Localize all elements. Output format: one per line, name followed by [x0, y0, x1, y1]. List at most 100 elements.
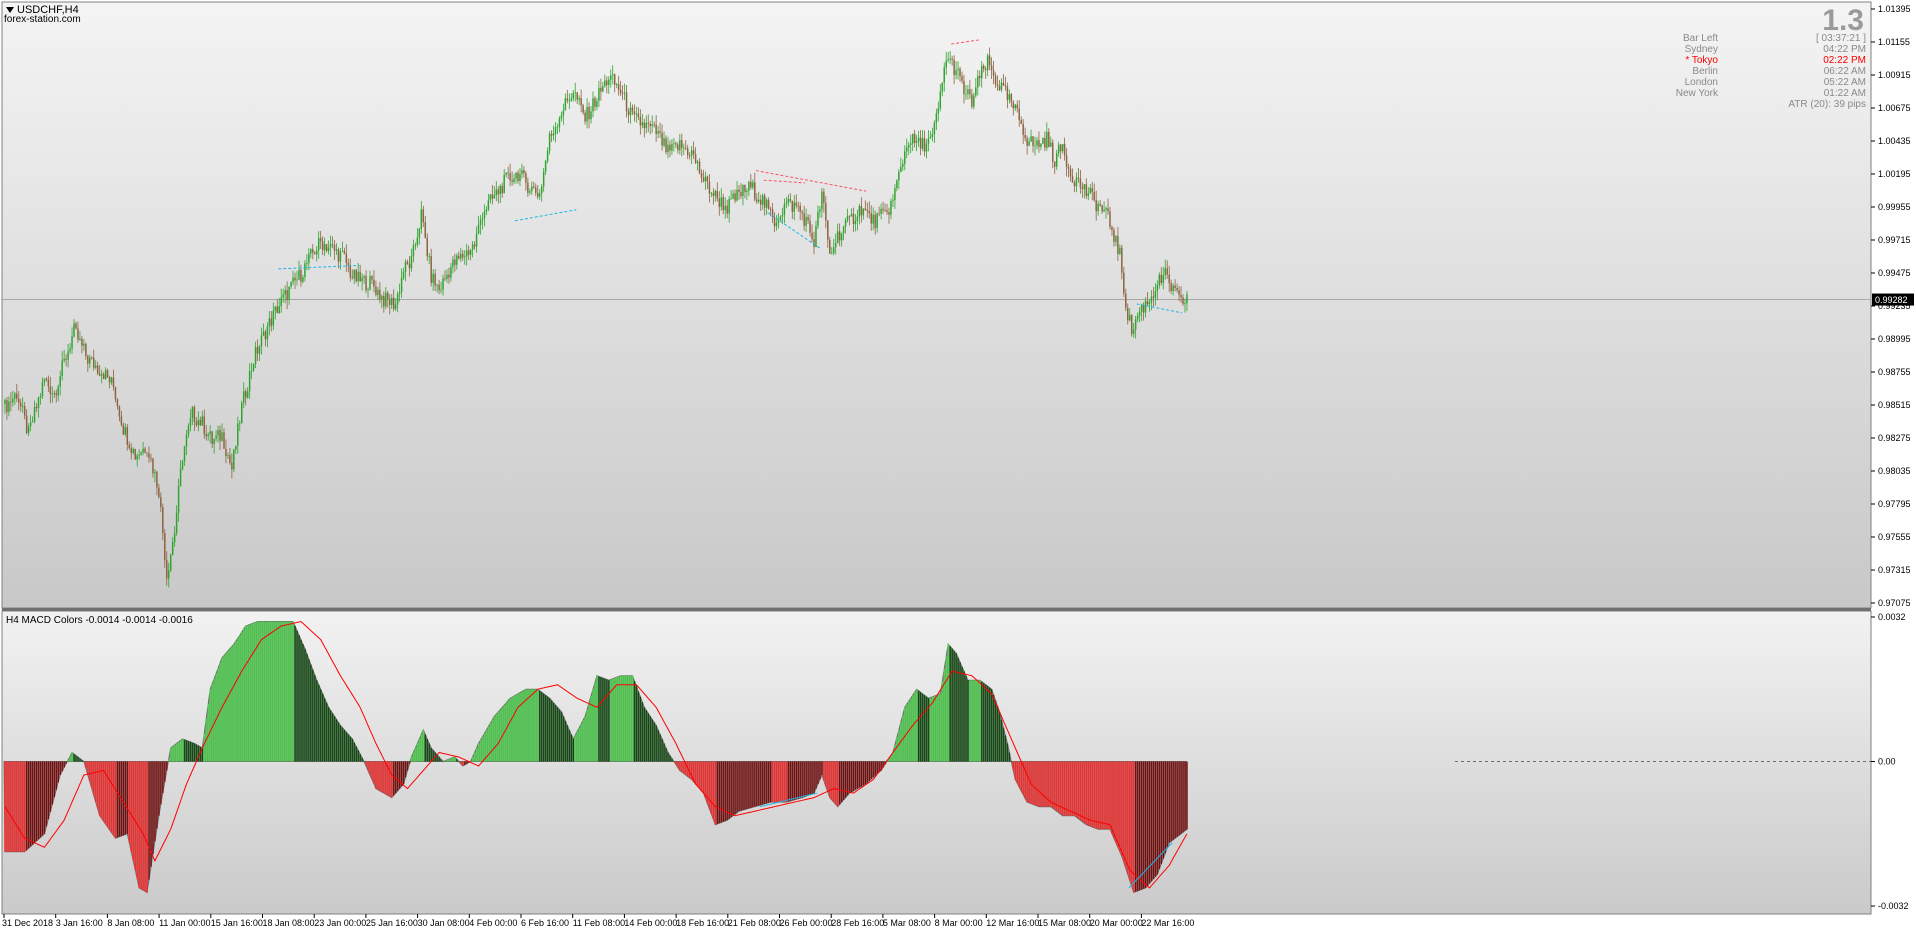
price-plot: [2, 39, 1871, 588]
macd-histogram-bar: [600, 677, 602, 762]
candle-body: [1002, 82, 1005, 86]
candle-body: [479, 220, 482, 225]
macd-histogram-bar: [37, 761, 40, 840]
candle-body: [446, 274, 448, 279]
macd-histogram-bar: [570, 734, 573, 762]
time-axis-label: 26 Feb 00:00: [780, 918, 833, 928]
macd-histogram-bar: [450, 758, 452, 762]
candle-body: [124, 427, 127, 435]
candle-body: [505, 172, 507, 175]
macd-histogram-bar: [921, 693, 924, 762]
macd-histogram-bar: [245, 626, 247, 762]
candle-body: [138, 454, 140, 456]
macd-histogram-bar: [475, 747, 478, 762]
macd-histogram-bar: [827, 761, 829, 792]
candle-body: [448, 274, 450, 278]
macd-histogram-bar: [691, 761, 693, 780]
candle-body: [59, 376, 61, 387]
macd-histogram-bar: [189, 741, 192, 762]
macd-histogram-bar: [1083, 761, 1086, 824]
macd-histogram-bar: [1063, 761, 1066, 816]
candle-body: [1057, 144, 1060, 154]
macd-panel-background: [1, 610, 1872, 915]
candle-body: [919, 137, 922, 149]
macd-histogram-bar: [637, 691, 640, 762]
macd-histogram-bar: [387, 761, 389, 796]
macd-histogram-bar: [1164, 761, 1167, 854]
macd-histogram-bar: [341, 727, 344, 762]
macd-histogram-bar: [174, 744, 176, 762]
candle-body: [195, 421, 198, 426]
candle-body: [156, 471, 158, 488]
macd-histogram-bar: [738, 761, 740, 812]
macd-histogram-bar: [724, 761, 726, 821]
macd-histogram-bar: [718, 761, 721, 824]
info-label-berlin: Berlin: [1692, 66, 1718, 77]
macd-histogram-bar: [59, 761, 61, 776]
macd-histogram-bar: [280, 621, 282, 762]
macd-histogram-bar: [1058, 761, 1060, 813]
macd-histogram-bar: [689, 761, 691, 779]
candle-body: [1146, 300, 1149, 305]
macd-histogram-bar: [175, 743, 178, 762]
macd-histogram-bar: [31, 761, 34, 845]
candle-body: [98, 373, 101, 376]
macd-histogram-bar: [235, 641, 237, 762]
candle-body: [1144, 300, 1147, 313]
candle-body: [929, 136, 932, 139]
macd-histogram-bar: [590, 696, 592, 762]
candle-body: [639, 117, 642, 126]
macd-histogram-bar: [179, 740, 182, 762]
macd-histogram-bar: [272, 621, 275, 762]
candle-body: [197, 419, 200, 426]
time-axis-label: 20 Mar 00:00: [1090, 918, 1143, 928]
candle-body: [856, 216, 859, 222]
macd-histogram-bar: [406, 761, 409, 771]
candle-body: [250, 370, 253, 372]
macd-histogram-bar: [41, 761, 44, 836]
time-axis-label: 15 Mar 08:00: [1038, 918, 1091, 928]
candle-body: [923, 138, 926, 152]
candle-body: [943, 67, 945, 83]
candle-body: [552, 133, 555, 136]
price-axis-label: 0.98515: [1878, 400, 1911, 410]
macd-histogram-bar: [10, 761, 12, 852]
candle-body: [306, 263, 308, 264]
macd-histogram-bar: [471, 756, 474, 762]
candle-body: [876, 213, 878, 229]
candle-body: [574, 92, 576, 94]
macd-histogram-bar: [635, 686, 638, 762]
macd-histogram-bar: [402, 761, 405, 785]
candle-body: [438, 284, 440, 291]
macd-histogram-bar: [983, 683, 985, 762]
macd-histogram-bar: [73, 753, 75, 762]
macd-histogram-bar: [1061, 761, 1064, 816]
macd-histogram-bar: [260, 621, 263, 762]
macd-histogram-bar: [1008, 752, 1011, 762]
candle-body: [343, 250, 346, 254]
dropdown-triangle-icon[interactable]: [6, 7, 14, 14]
macd-histogram-bar: [432, 750, 434, 762]
candle-body: [1119, 247, 1121, 254]
macd-histogram-bar: [758, 761, 760, 806]
candle-body: [460, 253, 462, 259]
macd-histogram-bar: [1036, 761, 1038, 806]
macd-histogram-bar: [732, 761, 734, 816]
candle-body: [100, 374, 103, 376]
time-axis-label: 23 Jan 00:00: [314, 918, 366, 928]
current-price-label: 0.99282: [1875, 295, 1908, 305]
candle-body: [580, 98, 582, 106]
macd-histogram-bar: [653, 722, 655, 762]
macd-histogram-bar: [237, 638, 239, 762]
macd-indicator-title[interactable]: H4 MACD Colors -0.0014 -0.0014 -0.0016: [6, 615, 193, 626]
candle-body: [1099, 203, 1101, 206]
candle-body: [323, 244, 326, 251]
symbol-title[interactable]: USDCHF,H4: [6, 4, 79, 16]
candle-body: [211, 431, 213, 445]
macd-histogram-bar: [913, 692, 916, 762]
macd-histogram-bar: [477, 743, 480, 762]
macd-histogram-bar: [1133, 761, 1135, 893]
info-value-sydney: 04:22 PM: [1823, 44, 1866, 55]
macd-histogram-bar: [840, 761, 843, 803]
